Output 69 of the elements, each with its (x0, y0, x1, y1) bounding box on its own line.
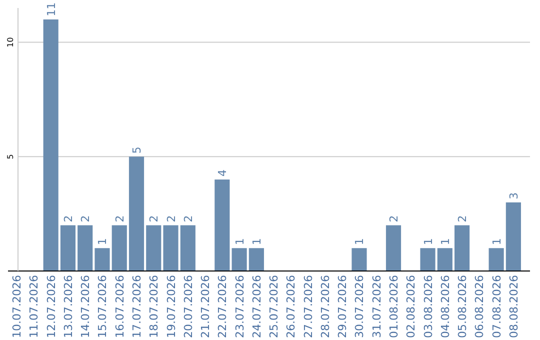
x-tick-label: 21.07.2026 (199, 275, 212, 338)
bar (437, 248, 452, 271)
bar (163, 225, 178, 271)
bar (248, 248, 264, 271)
bar (146, 225, 162, 271)
data-label: 2 (388, 215, 400, 222)
data-label: 2 (62, 215, 75, 222)
data-label: 1 (250, 238, 264, 246)
bar (214, 180, 230, 271)
x-tick-label: 11.07.2026 (28, 275, 41, 338)
x-tick-label: 24.07.2026 (250, 275, 264, 338)
x-tick-label: 04.08.2026 (438, 275, 452, 338)
bar (128, 156, 144, 271)
x-tick-label: 08.08.2026 (507, 275, 520, 338)
bar (232, 248, 247, 271)
x-tick-label: 28.07.2026 (318, 275, 332, 338)
bar (420, 248, 436, 271)
bar (60, 225, 76, 271)
bar (112, 225, 127, 271)
data-label: 1 (490, 238, 504, 246)
x-tick-label: 19.07.2026 (164, 275, 178, 338)
bar (94, 248, 110, 271)
data-label: 4 (216, 170, 230, 177)
bar (180, 225, 196, 271)
x-tick-label: 07.08.2026 (490, 275, 504, 338)
x-tick-label: 03.08.2026 (422, 275, 435, 338)
bar (506, 202, 521, 271)
data-label: 2 (456, 215, 470, 222)
x-tick-label: 01.08.2026 (388, 275, 400, 338)
x-tick-label: 10.07.2026 (10, 275, 24, 338)
x-tick-label: 06.08.2026 (473, 275, 486, 338)
x-tick-label: 14.07.2026 (79, 275, 92, 338)
bar (78, 225, 93, 271)
x-tick-label: 29.07.2026 (336, 275, 350, 338)
x-tick-label: 20.07.2026 (182, 275, 195, 338)
data-label: 1 (438, 238, 452, 246)
data-label: 1 (96, 238, 110, 246)
data-label: 2 (182, 215, 195, 222)
data-label: 1 (233, 238, 246, 246)
x-tick-label: 25.07.2026 (268, 275, 281, 338)
data-label: 1 (422, 238, 435, 246)
data-label: 5 (130, 146, 144, 154)
x-tick-label: 15.07.2026 (96, 275, 110, 338)
x-tick-label: 30.07.2026 (353, 275, 366, 338)
bar (488, 248, 504, 271)
data-label: 1 (353, 238, 366, 246)
x-tick-label: 22.07.2026 (216, 275, 230, 338)
x-tick-label: 17.07.2026 (130, 275, 144, 338)
x-tick-label: 23.07.2026 (233, 275, 246, 338)
x-tick-label: 18.07.2026 (148, 275, 161, 338)
bar (386, 225, 402, 271)
x-tick-label: 31.07.2026 (370, 275, 384, 338)
data-label: 11 (44, 2, 58, 16)
bar (454, 225, 470, 271)
x-tick-label: 12.07.2026 (44, 275, 58, 338)
data-label: 2 (148, 215, 161, 222)
data-label: 2 (113, 215, 126, 222)
y-tick-label: 10 (6, 37, 15, 48)
x-tick-label: 26.07.2026 (284, 275, 298, 338)
x-tick-label: 05.08.2026 (456, 275, 470, 338)
bar (352, 248, 367, 271)
data-label: 3 (507, 192, 520, 200)
x-tick-label: 02.08.2026 (404, 275, 418, 338)
x-tick-label: 16.07.2026 (113, 275, 126, 338)
bar (43, 19, 58, 271)
data-label: 2 (79, 215, 92, 222)
x-tick-label: 27.07.2026 (302, 275, 315, 338)
data-label: 2 (164, 215, 178, 222)
x-tick-label: 13.07.2026 (62, 275, 75, 338)
